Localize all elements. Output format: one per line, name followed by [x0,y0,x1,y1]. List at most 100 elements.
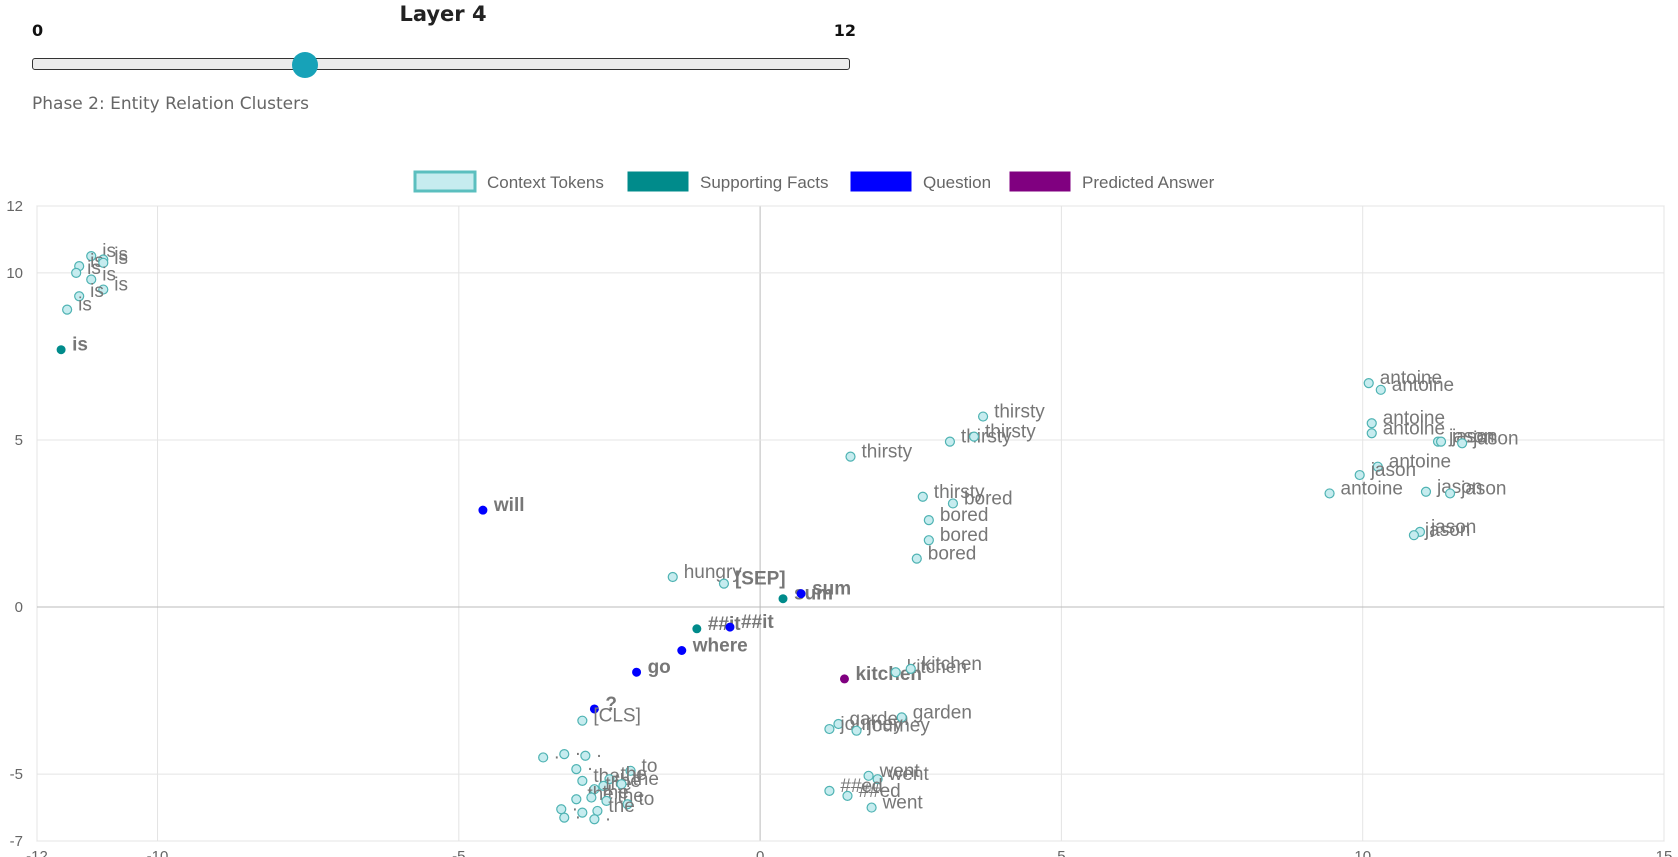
point-context[interactable] [842,790,853,801]
point-question[interactable] [589,704,599,714]
legend-label-context[interactable]: Context Tokens [487,173,604,192]
point-context[interactable] [944,436,956,447]
point-context[interactable] [625,765,636,776]
y-tick-label: 12 [6,198,23,215]
point-question[interactable] [478,505,488,515]
point-question[interactable] [796,589,806,599]
slider-track[interactable] [32,58,850,70]
point-context[interactable] [98,257,109,268]
point-context[interactable] [824,723,835,735]
legend-label-support[interactable]: Supporting Facts [700,173,829,192]
point-context[interactable] [667,571,678,583]
point-context[interactable] [917,491,928,502]
point-context[interactable] [1363,378,1374,389]
point-label: garden [849,709,908,730]
point-context[interactable] [616,779,627,790]
point-context[interactable] [559,749,570,760]
point-context[interactable] [1354,469,1365,481]
legend-label-answer[interactable]: Predicted Answer [1082,173,1215,192]
point-support[interactable] [692,624,702,634]
point-context[interactable] [74,291,85,302]
point-context[interactable] [872,774,883,785]
point-context[interactable] [62,304,73,315]
point-context[interactable] [589,814,600,825]
y-tick-label: -5 [10,766,23,783]
legend-swatch-answer[interactable] [1009,171,1071,192]
point-context[interactable] [1408,530,1420,541]
point-context[interactable] [1366,428,1377,439]
point-label: went [879,761,921,782]
point-label: hungry [684,562,743,583]
point-label: antoine [1389,452,1451,473]
point-context[interactable] [947,498,959,509]
point-context[interactable] [622,799,633,810]
point-support[interactable] [56,345,66,355]
point-answer[interactable] [839,674,849,684]
point-context[interactable] [1457,438,1468,449]
point-context[interactable] [833,718,844,730]
point-context[interactable] [538,752,549,763]
point-context[interactable] [86,274,97,285]
point-context[interactable] [1372,461,1383,472]
point-context[interactable] [845,451,856,462]
point-context[interactable] [905,663,916,674]
y-tick-label: 10 [6,265,23,282]
point-label: . [575,803,580,824]
point-context[interactable] [577,715,588,726]
point-question[interactable] [677,646,687,655]
point-context[interactable] [571,764,582,775]
point-context[interactable] [923,515,934,526]
point-context[interactable] [1324,488,1335,499]
slider-thumb[interactable] [291,52,318,78]
x-tick-label: 5 [1057,848,1065,857]
point-support[interactable] [778,594,788,604]
point-label: to [642,756,658,777]
legend-swatch-context[interactable] [413,170,477,193]
point-question[interactable] [725,622,735,632]
point-context[interactable] [556,804,567,815]
point-context[interactable] [604,774,615,785]
point-context[interactable] [559,812,570,823]
point-context[interactable] [1375,384,1386,395]
point-context[interactable] [896,712,907,723]
point-label: jason [1370,460,1416,481]
point-context[interactable] [601,795,612,806]
point-label: ##ed [840,776,882,797]
point-question[interactable] [632,667,642,677]
point-context[interactable] [86,251,97,262]
point-context[interactable] [1366,418,1377,429]
point-context[interactable] [1444,488,1456,499]
point-context[interactable] [577,807,588,818]
point-context[interactable] [592,805,603,817]
point-context[interactable] [851,725,862,736]
point-label: bored [964,488,1013,509]
point-label: garden [913,702,972,723]
point-context[interactable] [824,785,835,796]
point-context[interactable] [71,267,82,278]
point-context[interactable] [911,553,922,564]
point-context[interactable] [863,770,874,781]
point-context[interactable] [586,792,597,803]
point-label: thirsty [934,482,985,503]
point-context[interactable] [923,535,934,546]
point-context[interactable] [571,794,582,805]
point-context[interactable] [1420,486,1432,497]
point-context[interactable] [968,431,980,442]
point-context[interactable] [577,775,588,786]
point-context[interactable] [98,284,109,295]
point-label: thirsty [994,402,1045,423]
point-label: the [608,796,634,817]
point-context[interactable] [580,750,591,761]
point-context[interactable] [977,411,989,422]
legend-swatch-support[interactable] [627,171,689,192]
point-context[interactable] [718,578,730,589]
legend-swatch-question[interactable] [850,171,912,192]
point-label: is [114,275,128,296]
point-context[interactable] [890,667,901,678]
point-label: . [575,739,580,760]
point-label: ##it [708,614,741,635]
point-context[interactable] [598,780,609,791]
point-context[interactable] [866,802,877,813]
point-context[interactable] [1435,436,1447,447]
legend-label-question[interactable]: Question [923,173,991,192]
